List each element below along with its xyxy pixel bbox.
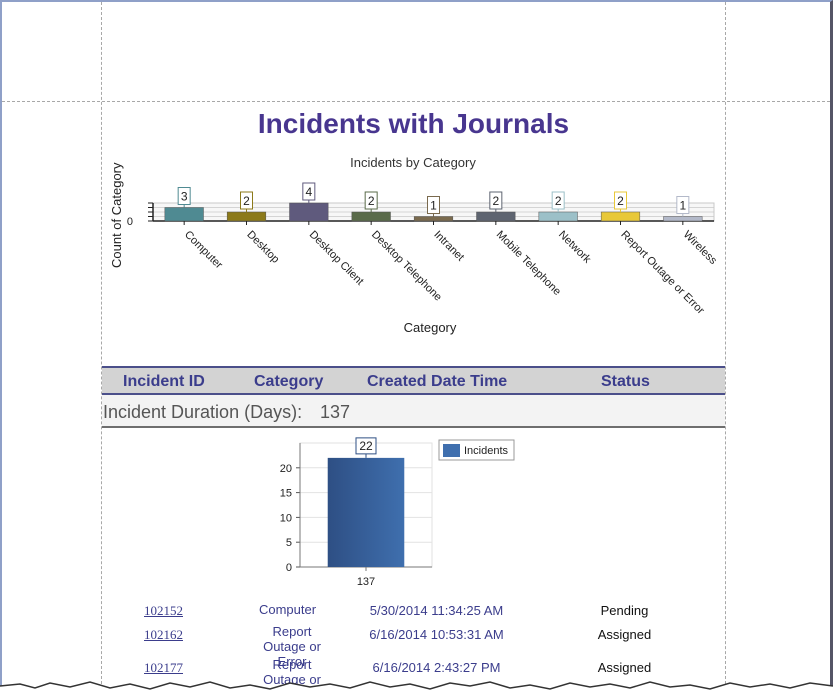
table-row: 102152 Computer 5/30/2014 11:34:25 AM Pe… (102, 601, 725, 631)
legend: Incidents (438, 439, 515, 461)
y-tick-label: 20 (280, 463, 292, 475)
row-created: 6/16/2014 10:53:31 AM (369, 627, 504, 642)
data-label-box (364, 191, 378, 210)
incident-id-link[interactable]: 102162 (144, 627, 183, 642)
data-label-box (177, 187, 191, 205)
data-label: 22 (359, 439, 373, 453)
data-label-box (614, 191, 627, 210)
data-label: 3 (181, 190, 188, 204)
margin-guide-right (725, 2, 726, 699)
header-status: Status (601, 373, 650, 390)
data-label: 2 (555, 194, 562, 208)
data-label-box (240, 191, 253, 210)
category-chart: Incidents by Category Count of Category … (109, 155, 719, 335)
y-tick-label: 0 (286, 562, 292, 574)
data-label: 1 (679, 199, 686, 213)
legend-swatch (443, 444, 460, 457)
duration-chart: 0 5 10 15 20 22 137 Incidents (280, 437, 515, 588)
header-created-date-time: Created Date Time (367, 373, 508, 390)
torn-edge (0, 681, 833, 699)
x-tick-label: 137 (357, 576, 375, 588)
data-label-box (489, 191, 503, 210)
chart-title: Incidents by Category (350, 155, 476, 170)
header-category: Category (254, 373, 324, 390)
data-label: 2 (368, 194, 375, 208)
x-axis-label: Category (404, 320, 457, 335)
row-category: Report Outage or Error (263, 624, 321, 669)
data-label: 2 (243, 194, 250, 208)
data-label: 2 (492, 194, 499, 208)
incident-id-link[interactable]: 102152 (144, 603, 183, 618)
table-row: 102162 Report Outage or Error 6/16/2014 … (102, 624, 725, 669)
data-label-box (302, 182, 316, 201)
row-status: Assigned (597, 627, 652, 642)
data-label: 4 (305, 185, 312, 199)
row-status: Pending (600, 603, 649, 618)
y-tick-label: 5 (286, 537, 292, 549)
row-created: 6/16/2014 2:43:27 PM (372, 660, 501, 675)
group-row: Incident Duration (Days): 137 (102, 395, 725, 428)
data-label: 1 (430, 199, 437, 213)
row-created: 5/30/2014 11:34:25 AM (369, 603, 504, 618)
margin-guide-left (101, 2, 102, 699)
report-title: Incidents with Journals (257, 108, 570, 139)
group-value: 137 (320, 402, 351, 422)
duration-plot-area: 0 5 10 15 20 22 137 (280, 437, 433, 588)
legend-label: Incidents (464, 445, 509, 457)
data-label-box (676, 196, 690, 214)
header-incident-id: Incident ID (123, 373, 205, 390)
data-label: 2 (617, 194, 624, 208)
data-label-box (551, 191, 565, 210)
table-row: 102177 Report Outage or Error 6/16/2014 … (102, 657, 725, 699)
y-axis-label: Count of Category (109, 162, 124, 268)
data-label-box (427, 196, 440, 214)
row-category: Computer (258, 602, 317, 617)
incident-id-link[interactable]: 102177 (144, 660, 183, 675)
data-label-box (355, 437, 377, 455)
row-status: Assigned (597, 660, 652, 675)
margin-guide-top (2, 101, 830, 102)
y-tick-label: 10 (280, 512, 292, 524)
y-tick-label: 0 (127, 216, 133, 228)
table-header: Incident ID Category Created Date Time S… (102, 366, 725, 395)
group-label: Incident Duration (Days): (103, 402, 303, 422)
bar (327, 457, 405, 567)
y-tick-label: 15 (280, 488, 292, 500)
